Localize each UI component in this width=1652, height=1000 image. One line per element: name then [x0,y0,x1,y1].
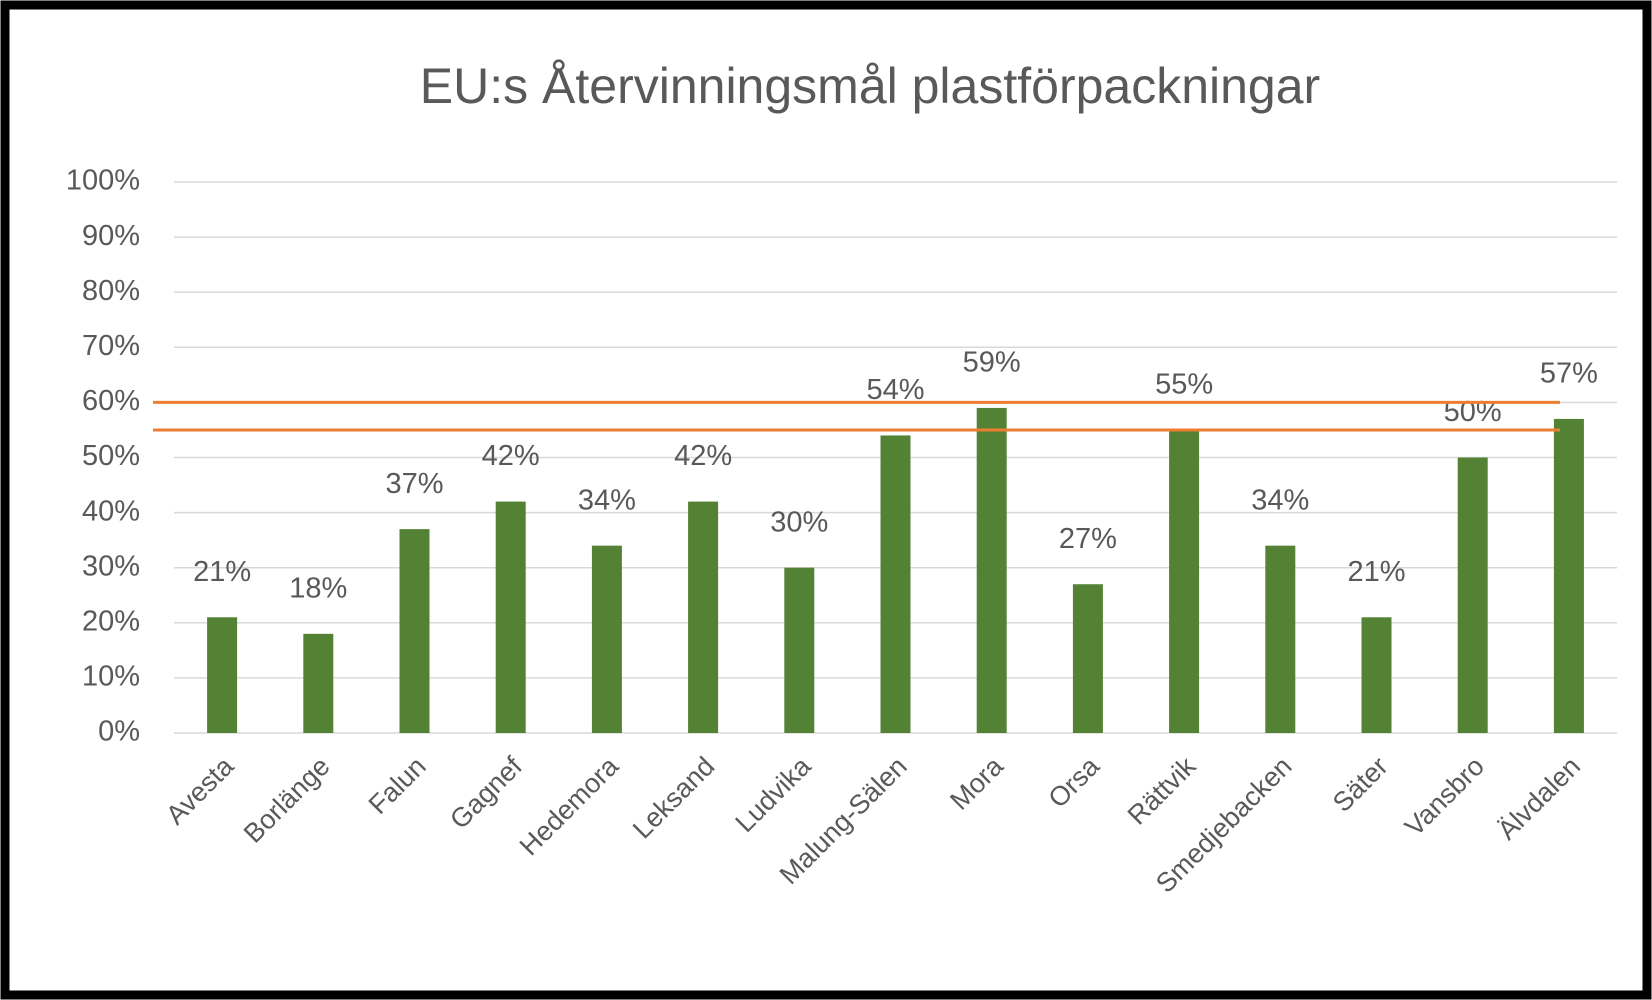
data-label: 42% [674,440,732,472]
bar [495,501,526,733]
bar [207,617,238,733]
data-label: 42% [482,440,540,472]
data-label: 21% [1347,556,1405,588]
data-label: 34% [578,484,636,516]
data-label: 27% [1059,523,1117,555]
y-tick-label: 10% [82,661,140,693]
data-label: 18% [289,572,347,604]
bar [688,501,719,733]
data-label: 30% [770,506,828,538]
y-tick-label: 80% [82,275,140,307]
data-label: 37% [385,468,443,500]
data-label: 59% [963,347,1021,379]
bar [784,567,815,733]
y-tick-label: 40% [82,495,140,527]
y-tick-label: 70% [82,330,140,362]
y-tick-label: 90% [82,220,140,252]
y-tick-label: 50% [82,440,140,472]
bar [1072,584,1103,733]
data-label: 21% [193,556,251,588]
data-label: 55% [1155,369,1213,401]
data-label: 34% [1251,484,1309,516]
bar [1457,457,1488,733]
y-tick-label: 100% [66,165,140,197]
data-label: 54% [866,374,924,406]
bar [591,545,622,733]
bar [399,529,430,733]
bar [303,633,334,733]
bar [1169,429,1200,733]
chart-title: EU:s Återvinningsmål plastförpackningar [420,58,1320,114]
bar [976,407,1007,733]
data-label: 57% [1540,358,1598,390]
y-tick-label: 20% [82,605,140,637]
bar [880,435,911,733]
bar [1265,545,1296,733]
y-tick-label: 60% [82,385,140,417]
bar [1553,418,1584,733]
y-tick-label: 0% [98,716,140,748]
bar [1361,617,1392,733]
y-tick-label: 30% [82,550,140,582]
